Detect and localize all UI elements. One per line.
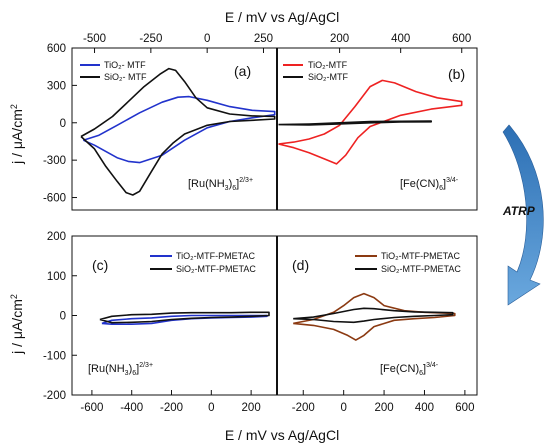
y-tick-label-c-0: 200	[47, 231, 66, 243]
y-tick-label-c-1: 100	[47, 271, 66, 283]
redox-label-a: [Ru(NH3)6]2/3+	[188, 177, 253, 192]
legend-d-label-2: SiO₂-MTF-PMETAC	[381, 264, 461, 274]
x-tick-label-a-0: -500	[83, 33, 106, 45]
x-tick-label-b-2: 600	[452, 33, 471, 45]
x-tick-label-d-3: 400	[415, 402, 434, 414]
curves-panel-a	[80, 67, 276, 196]
x-tick-label-a-2: 0	[204, 33, 210, 45]
y-tick-label-a-2: 0	[60, 118, 66, 130]
legend-a: TiO₂- MTF SiO₂- MTF	[80, 60, 147, 82]
cv-curve-b-1	[278, 79, 463, 165]
legend-c: TiO₂-MTF-PMETAC SiO₂-MTF-PMETAC	[150, 251, 256, 274]
atrp-arrow-body	[502, 124, 544, 306]
y-tick-label-a-3: -300	[43, 155, 66, 167]
svg-text:j / μA/cm2: j / μA/cm2	[9, 294, 25, 355]
cv-curve-a-1	[82, 95, 276, 164]
legend-c-label-1: TiO₂-MTF-PMETAC	[176, 251, 255, 261]
legend-a-label-1: TiO₂- MTF	[104, 60, 146, 70]
panel-letter-a: (a)	[234, 63, 251, 79]
legend-c-label-2: SiO₂-MTF-PMETAC	[176, 264, 256, 274]
legend-a-label-2: SiO₂- MTF	[104, 72, 147, 82]
axis-ticks: -500 -250 0 250 200 400 600 -600 -400 -200 0 200 -20…	[43, 33, 475, 414]
cv-curve-d-1	[293, 292, 456, 341]
y-axis-title-top: j / μA/cm2	[9, 104, 25, 165]
curves-panel-d	[293, 292, 456, 341]
legend-b-label-1: TiO₂-MTF	[308, 60, 348, 70]
x-tick-label-c-1: -400	[120, 402, 143, 414]
y-tick-label-a-4: -600	[43, 193, 66, 205]
atrp-arrow: ATRP	[502, 124, 544, 306]
bottom-x-axis-title: E / mV vs Ag/AgCl	[225, 427, 339, 443]
x-tick-label-b-0: 200	[330, 33, 349, 45]
x-tick-label-c-0: -600	[80, 402, 103, 414]
legend-b: TiO₂-MTF SiO₂-MTF	[283, 60, 348, 82]
panel-frame-b	[276, 47, 478, 211]
x-tick-label-a-3: 250	[254, 33, 273, 45]
panel-letter-c: (c)	[92, 257, 108, 273]
curves-panel-c	[99, 311, 270, 326]
cv-curve-d-2	[293, 307, 454, 324]
legend-d-label-1: TiO₂-MTF-PMETAC	[381, 251, 460, 261]
x-tick-label-c-2: -200	[160, 402, 183, 414]
cv-curve-c-2	[99, 311, 270, 324]
svg-text:j / μA/cm2: j / μA/cm2	[9, 104, 25, 165]
panel-letter-d: (d)	[292, 257, 309, 273]
x-tick-label-c-4: 200	[242, 402, 261, 414]
panel-letter-b: (b)	[448, 66, 465, 82]
cv-curve-b-2	[278, 120, 433, 126]
y-axis-title-bottom: j / μA/cm2	[9, 294, 25, 355]
x-tick-label-d-4: 600	[455, 402, 474, 414]
redox-label-b: [Fe(CN)6]3/4-	[400, 177, 459, 192]
x-tick-label-a-1: -250	[139, 33, 162, 45]
atrp-label: ATRP	[502, 204, 536, 218]
x-tick-label-b-1: 400	[391, 33, 410, 45]
y-tick-label-a-1: 300	[47, 80, 66, 92]
y-tick-label-c-2: 0	[60, 311, 66, 323]
y-tick-label-a-0: 600	[47, 43, 66, 55]
top-x-axis-title: E / mV vs Ag/AgCl	[225, 9, 339, 25]
x-tick-label-c-3: 0	[208, 402, 214, 414]
cv-curve-a-2	[80, 67, 276, 196]
x-tick-label-d-1: 0	[340, 402, 346, 414]
redox-label-c: [Ru(NH3)6]2/3+	[88, 362, 153, 377]
x-tick-label-d-2: 200	[374, 402, 393, 414]
y-tick-label-c-3: -100	[43, 350, 66, 362]
x-tick-label-d-0: -200	[292, 402, 315, 414]
legend-d: TiO₂-MTF-PMETAC SiO₂-MTF-PMETAC	[355, 251, 461, 274]
curves-panel-b	[278, 79, 463, 165]
legend-b-label-2: SiO₂-MTF	[308, 72, 348, 82]
y-tick-label-c-4: -200	[43, 390, 66, 402]
redox-label-d: [Fe(CN)6]3/4-	[380, 362, 439, 377]
